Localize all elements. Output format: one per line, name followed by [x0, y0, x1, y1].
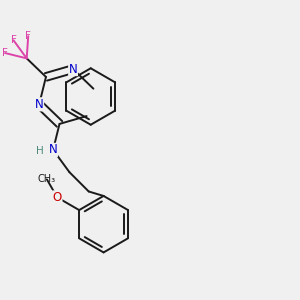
Text: CH₃: CH₃ — [38, 174, 56, 184]
Text: O: O — [53, 191, 62, 204]
Text: F: F — [25, 31, 31, 41]
Text: H: H — [36, 146, 44, 156]
Text: F: F — [2, 48, 8, 58]
Text: N: N — [69, 63, 77, 76]
Text: N: N — [35, 98, 44, 111]
Text: F: F — [11, 35, 16, 45]
Text: N: N — [49, 143, 58, 156]
